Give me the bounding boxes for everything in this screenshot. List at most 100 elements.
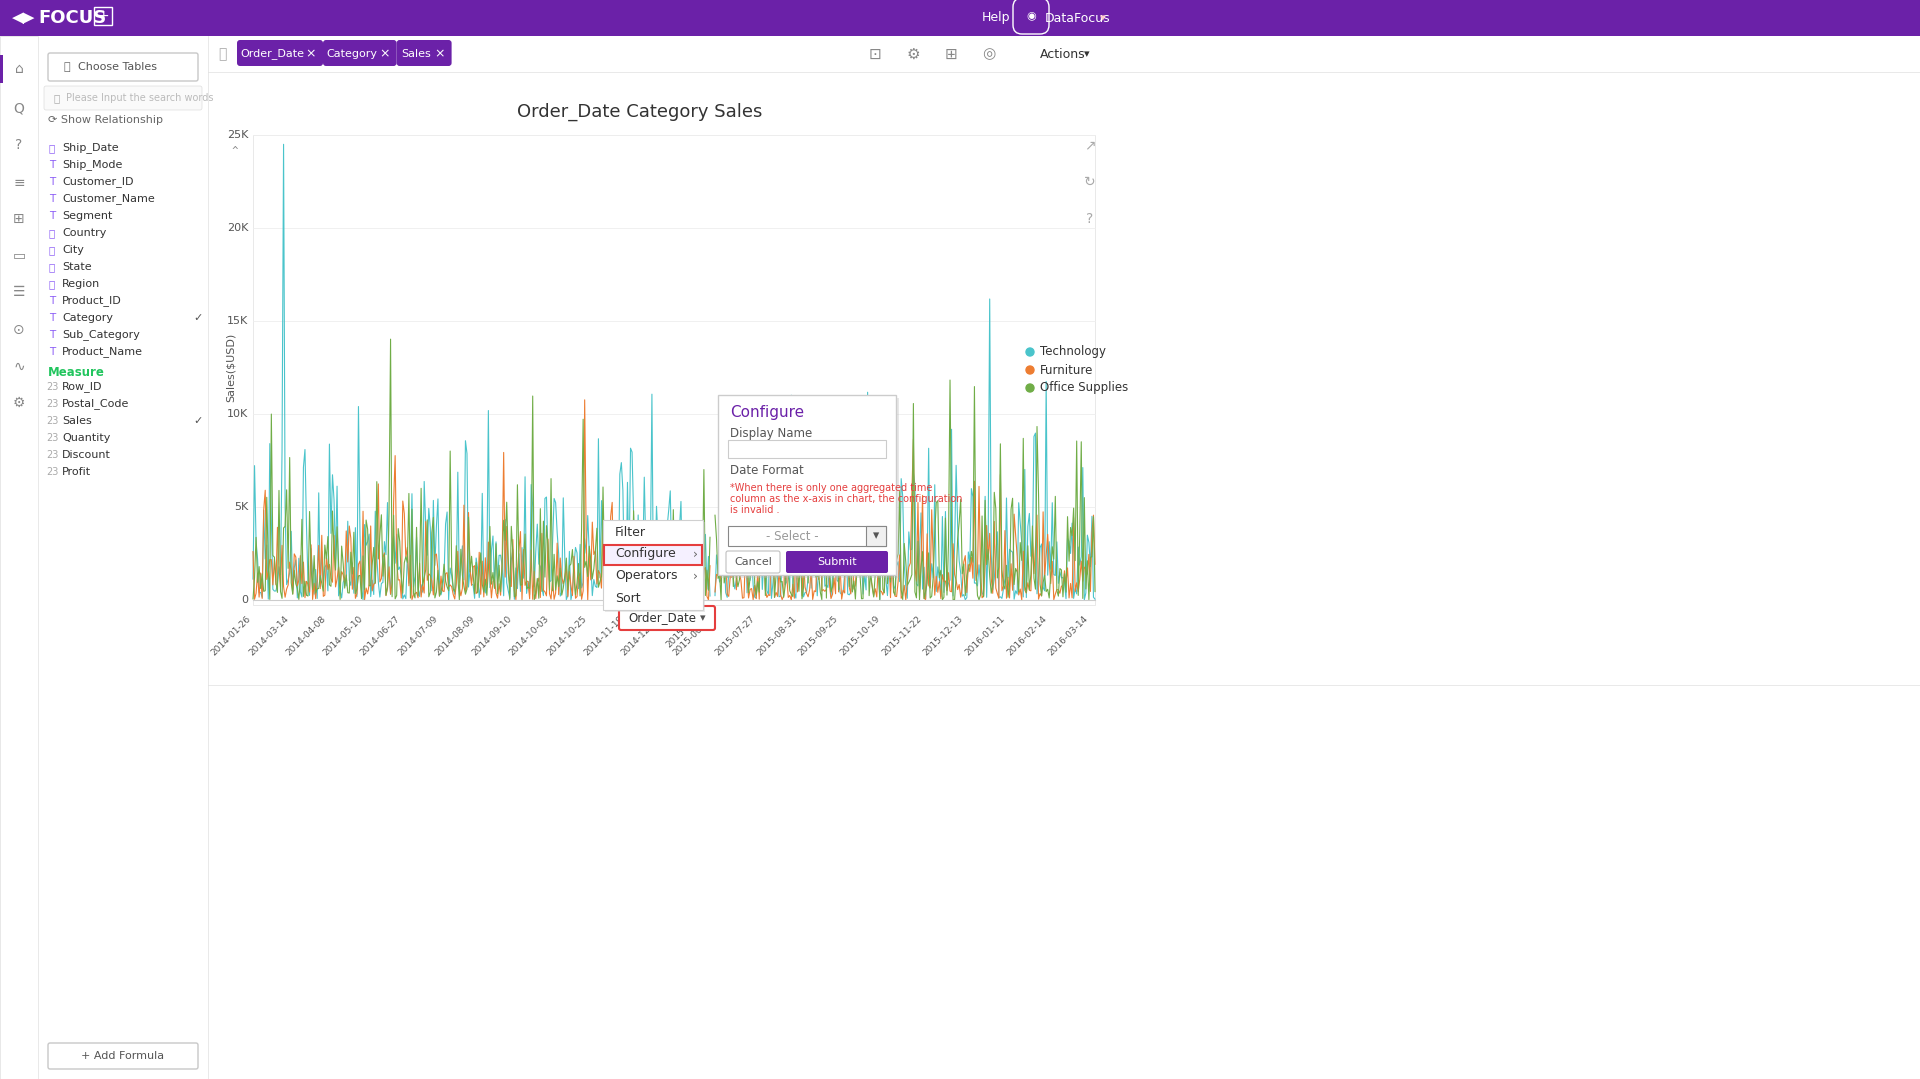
Text: T: T (48, 211, 56, 221)
Text: 🌐: 🌐 (48, 262, 56, 272)
Text: 23: 23 (46, 399, 58, 409)
Bar (207, 36, 1920, 72)
Text: T: T (48, 194, 56, 204)
Circle shape (1025, 366, 1035, 374)
Text: ◎: ◎ (983, 46, 996, 62)
Bar (866, 525, 885, 546)
Text: ⌂: ⌂ (15, 62, 23, 76)
FancyBboxPatch shape (48, 53, 198, 81)
Text: Sales($USD): Sales($USD) (227, 333, 236, 402)
Text: ↻: ↻ (1085, 175, 1096, 189)
Text: is invalid .: is invalid . (730, 505, 780, 515)
Text: ×: × (380, 47, 390, 60)
Text: Configure: Configure (730, 406, 804, 421)
Circle shape (1025, 384, 1035, 392)
Text: T: T (48, 177, 56, 187)
Bar (0, 55, 4, 83)
Text: ⊞: ⊞ (13, 211, 25, 226)
Text: ×: × (434, 47, 445, 60)
Text: Furniture: Furniture (1041, 364, 1092, 377)
FancyBboxPatch shape (726, 551, 780, 573)
Bar (38, 36, 207, 1079)
Text: ◀▶: ◀▶ (12, 11, 35, 26)
Text: ✓: ✓ (194, 313, 204, 323)
Bar (728, 525, 885, 546)
Text: 2015-11-22: 2015-11-22 (879, 614, 924, 657)
Text: ▭: ▭ (12, 248, 25, 262)
Text: 2016-01-11: 2016-01-11 (964, 614, 1006, 657)
Text: 2015-01-: 2015-01- (664, 614, 701, 650)
Text: Sales: Sales (401, 49, 430, 59)
Text: 23: 23 (46, 467, 58, 477)
Text: 23: 23 (46, 416, 58, 426)
Bar (0, 0, 1920, 36)
Text: 5K: 5K (234, 502, 248, 513)
Bar (605, 545, 703, 565)
Text: 2014-10-03: 2014-10-03 (507, 614, 551, 657)
Text: 🌐: 🌐 (48, 245, 56, 255)
Text: 10K: 10K (227, 409, 248, 419)
Text: Sub_Category: Sub_Category (61, 329, 140, 341)
Text: ✓: ✓ (194, 416, 204, 426)
Text: ▾: ▾ (874, 530, 879, 543)
Text: ›: › (693, 547, 697, 560)
Text: ⊙: ⊙ (13, 323, 25, 337)
Bar (605, 545, 703, 565)
Text: Category: Category (61, 313, 113, 323)
Text: 2014-07-09: 2014-07-09 (396, 614, 440, 657)
Text: 23: 23 (46, 382, 58, 392)
Text: Quantity: Quantity (61, 433, 109, 443)
Text: Customer_Name: Customer_Name (61, 193, 156, 204)
Text: Product_ID: Product_ID (61, 296, 121, 306)
Text: 2014-10-25: 2014-10-25 (545, 614, 588, 657)
Text: column as the x-axis in chart, the configuration: column as the x-axis in chart, the confi… (730, 494, 962, 504)
Text: ≡: ≡ (13, 176, 25, 190)
Text: FOCUS: FOCUS (38, 9, 106, 27)
FancyBboxPatch shape (44, 86, 202, 110)
Text: 0: 0 (242, 595, 248, 605)
Text: Display Name: Display Name (730, 426, 812, 439)
Text: ◉: ◉ (1025, 11, 1037, 21)
Text: Please Input the search words: Please Input the search words (65, 93, 213, 103)
Text: 2014-09-10: 2014-09-10 (470, 614, 515, 657)
Text: ▾: ▾ (1100, 13, 1106, 23)
Text: ?: ? (1087, 211, 1094, 226)
FancyBboxPatch shape (785, 551, 887, 573)
Text: Operators: Operators (614, 570, 678, 583)
Bar (253, 135, 1094, 605)
Text: Help: Help (981, 12, 1010, 25)
Circle shape (1025, 349, 1035, 356)
Bar (94, 6, 111, 25)
Text: 🌐: 🌐 (48, 279, 56, 289)
Text: 📊: 📊 (63, 62, 71, 72)
FancyBboxPatch shape (236, 40, 323, 66)
Text: Office Supplies: Office Supplies (1041, 382, 1129, 395)
FancyBboxPatch shape (323, 40, 397, 66)
Text: 15K: 15K (227, 316, 248, 326)
Text: 2016-03-14: 2016-03-14 (1046, 614, 1091, 657)
Text: T: T (48, 347, 56, 357)
Text: Region: Region (61, 279, 100, 289)
Text: 2014-04-08: 2014-04-08 (284, 614, 328, 657)
Bar (207, 72, 1920, 1079)
Text: ▾: ▾ (1085, 49, 1091, 59)
Text: 🔍: 🔍 (54, 93, 60, 103)
Text: Order_Date Category Sales: Order_Date Category Sales (516, 103, 762, 121)
Text: ?: ? (15, 138, 23, 152)
Text: 🔍: 🔍 (217, 47, 227, 62)
Text: Measure: Measure (48, 367, 106, 380)
Text: ⟳ Show Relationship: ⟳ Show Relationship (48, 115, 163, 125)
Text: DataFocus: DataFocus (1044, 12, 1110, 25)
Text: Country: Country (61, 228, 106, 238)
Text: ⚙: ⚙ (906, 46, 920, 62)
Text: 20K: 20K (227, 223, 248, 233)
Text: 2014-11-19: 2014-11-19 (582, 614, 626, 657)
Text: Product_Name: Product_Name (61, 346, 142, 357)
Bar (728, 440, 885, 457)
Text: ⊡: ⊡ (868, 46, 881, 62)
Text: T: T (48, 313, 56, 323)
Text: Order_Date: Order_Date (240, 49, 303, 59)
Text: ›: › (693, 570, 697, 583)
Text: 2015-06-28: 2015-06-28 (672, 614, 714, 657)
Text: - Select -: - Select - (766, 530, 818, 543)
